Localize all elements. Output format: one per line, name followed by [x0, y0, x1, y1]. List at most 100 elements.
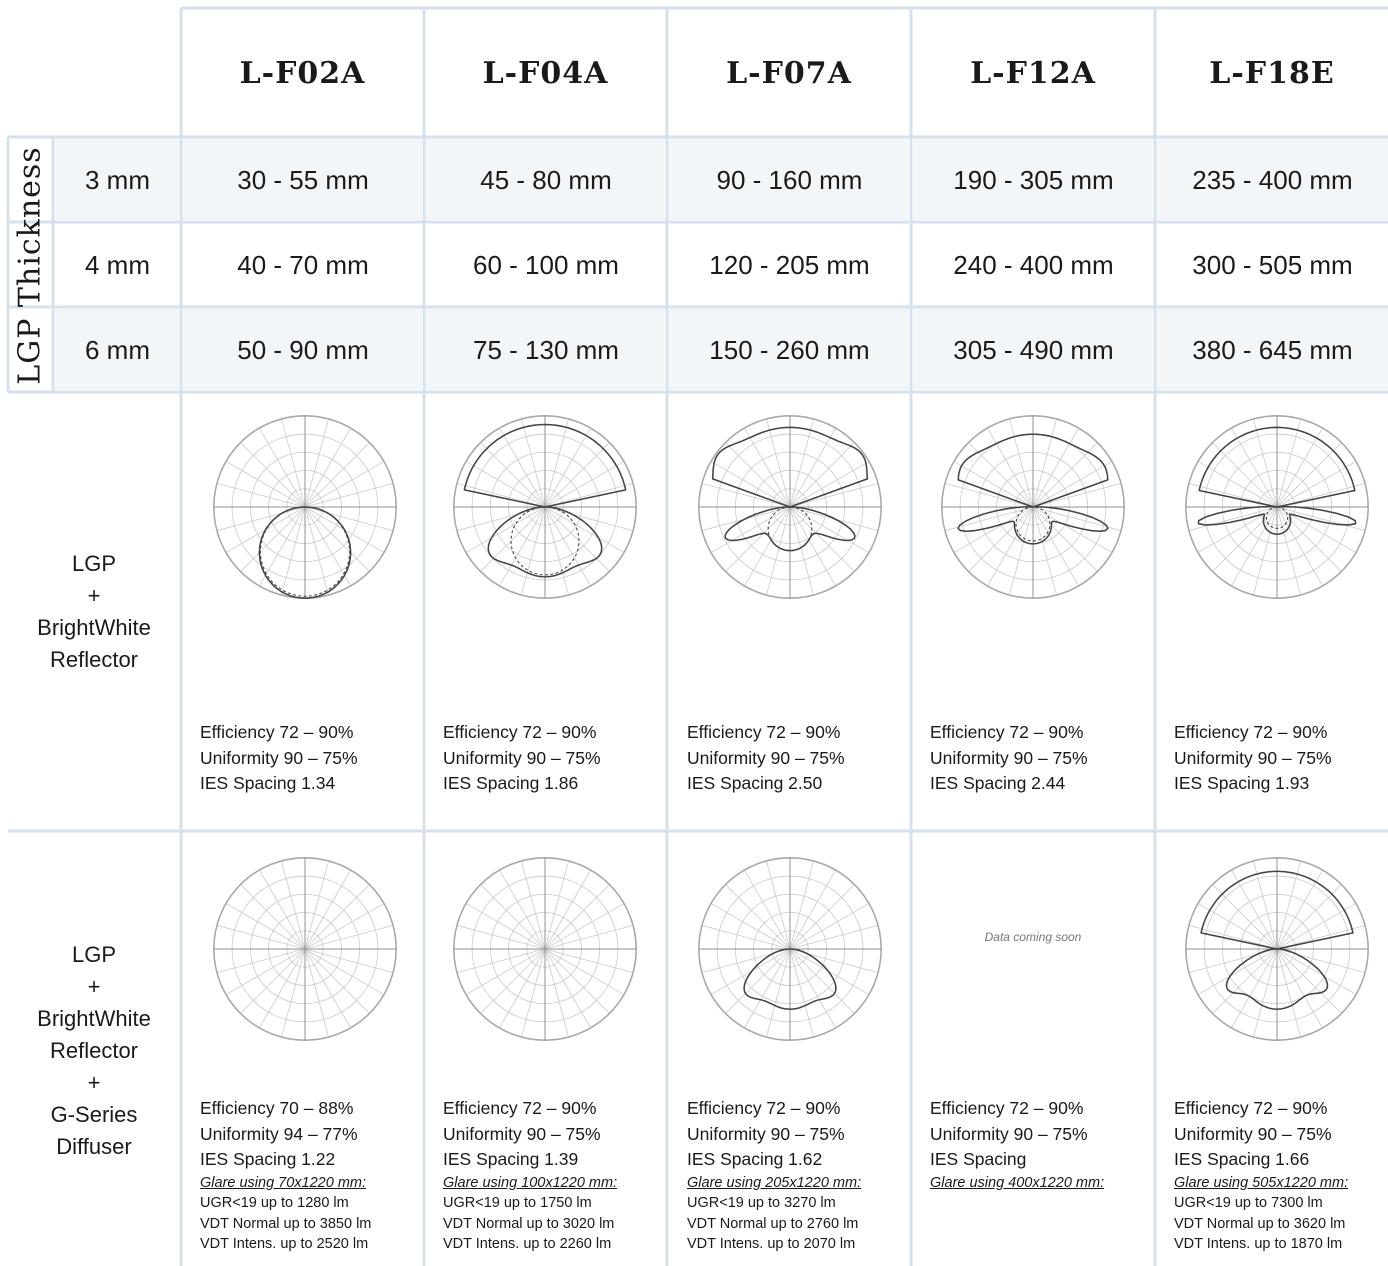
table-cell: 240 - 400 mm [953, 249, 1114, 280]
column-header-l-f04a: L-F04A [482, 55, 609, 91]
polar-diagram [698, 857, 882, 1041]
polar-diagram [453, 415, 637, 599]
table-cell: 305 - 490 mm [913, 309, 1154, 391]
specs-block: Efficiency 72 – 90% Uniformity 90 – 75% … [930, 720, 1088, 797]
column-header-l-f02a: L-F02A [239, 55, 366, 91]
row-label-line: BrightWhite [37, 1006, 151, 1031]
table-cell: 300 - 505 mm [1192, 249, 1353, 280]
table-cell: 235 - 400 mm [1157, 139, 1388, 221]
uniformity-text: Uniformity 90 – 75% [1174, 1123, 1332, 1144]
vdt-intens-text: VDT Intens. up to 2070 lm [687, 1236, 856, 1252]
polar-diagram [698, 415, 882, 599]
ugr-text: UGR<19 up to 7300 lm [1174, 1195, 1323, 1211]
uniformity-text: Uniformity 94 – 77% [200, 1123, 358, 1144]
specs-block: Efficiency 72 – 90% Uniformity 90 – 75% … [200, 720, 358, 797]
ies-spacing-text: IES Spacing 1.39 [443, 1149, 579, 1169]
ugr-text: UGR<19 up to 1280 lm [200, 1195, 349, 1211]
table-cell: 60 - 100 mm [473, 249, 619, 280]
column-header-l-f12a: L-F12A [970, 55, 1096, 91]
table-cell: 45 - 80 mm [426, 139, 666, 221]
table-cell: 40 - 70 mm [237, 249, 369, 280]
uniformity-text: Uniformity 90 – 75% [1174, 747, 1332, 768]
efficiency-text: Efficiency 72 – 90% [687, 1098, 841, 1118]
thickness-label-6mm: 6 mm [55, 309, 180, 391]
specs-block: Efficiency 72 – 90% Uniformity 90 – 75% … [443, 1096, 617, 1255]
ies-spacing-text: IES Spacing 2.50 [687, 773, 823, 793]
polar-diagram [941, 415, 1125, 599]
vdt-normal-text: VDT Normal up to 3850 lm [200, 1215, 372, 1232]
uniformity-text: Uniformity 90 – 75% [200, 747, 358, 768]
row-label-line: Reflector [49, 1038, 139, 1063]
row-label-line: G-Series [50, 1102, 138, 1127]
row-label-line: + [87, 974, 101, 999]
row-label-line: + [87, 583, 101, 608]
efficiency-text: Efficiency 72 – 90% [1174, 1098, 1328, 1118]
row-label-line: Reflector [49, 647, 139, 672]
efficiency-text: Efficiency 72 – 90% [687, 722, 841, 742]
efficiency-text: Efficiency 72 – 90% [200, 722, 354, 742]
row-label-line: LGP [71, 551, 117, 576]
ies-spacing-text: IES Spacing [930, 1149, 1027, 1169]
thickness-label-4mm: 4 mm [85, 249, 150, 280]
row-label-line: LGP [71, 942, 117, 967]
glare-title: Glare using 505x1220 mm: [1174, 1174, 1349, 1191]
ies-spacing-text: IES Spacing 1.34 [200, 773, 336, 793]
uniformity-text: Uniformity 90 – 75% [443, 1123, 601, 1144]
uniformity-text: Uniformity 90 – 75% [930, 1123, 1088, 1144]
table-cell: 75 - 130 mm [426, 309, 666, 391]
vdt-normal-text: VDT Normal up to 3020 lm [443, 1215, 615, 1232]
specs-block: Efficiency 72 – 90% Uniformity 90 – 75% … [1174, 720, 1332, 797]
specs-block: Efficiency 72 – 90% Uniformity 90 – 75% … [687, 720, 845, 797]
uniformity-text: Uniformity 90 – 75% [930, 747, 1088, 768]
ugr-text: UGR<19 up to 3270 lm [687, 1195, 836, 1211]
row-label-diffuser: LGP + BrightWhite Reflector + G-Series D… [8, 938, 180, 1164]
ies-spacing-text: IES Spacing 1.22 [200, 1149, 336, 1169]
row-label-line: BrightWhite [37, 615, 151, 640]
table-cell: 30 - 55 mm [183, 139, 423, 221]
table-cell: 150 - 260 mm [669, 309, 910, 391]
vdt-intens-text: VDT Intens. up to 2260 lm [443, 1236, 612, 1252]
table-cell: 50 - 90 mm [183, 309, 423, 391]
ies-spacing-text: IES Spacing 1.86 [443, 773, 579, 793]
row-label-reflector: LGP + BrightWhite Reflector [8, 545, 180, 679]
row-label-line: + [87, 1070, 101, 1095]
glare-title: Glare using 205x1220 mm: [687, 1174, 862, 1191]
efficiency-text: Efficiency 70 – 88% [200, 1098, 354, 1118]
table-cell: 190 - 305 mm [913, 139, 1154, 221]
ies-spacing-text: IES Spacing 1.66 [1174, 1149, 1310, 1169]
vdt-normal-text: VDT Normal up to 2760 lm [687, 1215, 859, 1232]
polar-diagram [453, 857, 637, 1041]
specs-block: Efficiency 70 – 88% Uniformity 94 – 77% … [200, 1096, 371, 1255]
polar-diagram [213, 857, 397, 1041]
vdt-intens-text: VDT Intens. up to 2520 lm [200, 1236, 369, 1252]
efficiency-text: Efficiency 72 – 90% [1174, 722, 1328, 742]
ugr-text: UGR<19 up to 1750 lm [443, 1195, 592, 1211]
uniformity-text: Uniformity 90 – 75% [687, 747, 845, 768]
table-cell: 120 - 205 mm [709, 249, 870, 280]
polar-diagram [213, 415, 397, 599]
ies-spacing-text: IES Spacing 1.62 [687, 1149, 823, 1169]
specs-block: Efficiency 72 – 90% Uniformity 90 – 75% … [1174, 1096, 1348, 1255]
polar-diagram [1185, 857, 1369, 1041]
table-cell: 380 - 645 mm [1157, 309, 1388, 391]
ies-spacing-text: IES Spacing 1.93 [1174, 773, 1310, 793]
efficiency-text: Efficiency 72 – 90% [930, 1098, 1084, 1118]
specs-block: Efficiency 72 – 90% Uniformity 90 – 75% … [443, 720, 601, 797]
thickness-label-3mm: 3 mm [55, 139, 180, 221]
column-header-l-f18e: L-F18E [1209, 55, 1335, 91]
row-label-line: Diffuser [56, 1134, 132, 1159]
efficiency-text: Efficiency 72 – 90% [930, 722, 1084, 742]
uniformity-text: Uniformity 90 – 75% [687, 1123, 845, 1144]
glare-title: Glare using 100x1220 mm: [443, 1174, 618, 1191]
efficiency-text: Efficiency 72 – 90% [443, 722, 597, 742]
data-coming-soon-text: Data coming soon [984, 930, 1082, 944]
table-cell: 90 - 160 mm [669, 139, 910, 221]
uniformity-text: Uniformity 90 – 75% [443, 747, 601, 768]
efficiency-text: Efficiency 72 – 90% [443, 1098, 597, 1118]
polar-diagram [1185, 415, 1369, 599]
glare-title: Glare using 400x1220 mm: [930, 1174, 1105, 1191]
vdt-normal-text: VDT Normal up to 3620 lm [1174, 1215, 1346, 1232]
glare-title: Glare using 70x1220 mm: [200, 1174, 367, 1191]
vdt-intens-text: VDT Intens. up to 1870 lm [1174, 1236, 1343, 1252]
